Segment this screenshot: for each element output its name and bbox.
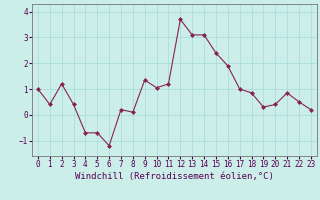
- X-axis label: Windchill (Refroidissement éolien,°C): Windchill (Refroidissement éolien,°C): [75, 172, 274, 181]
